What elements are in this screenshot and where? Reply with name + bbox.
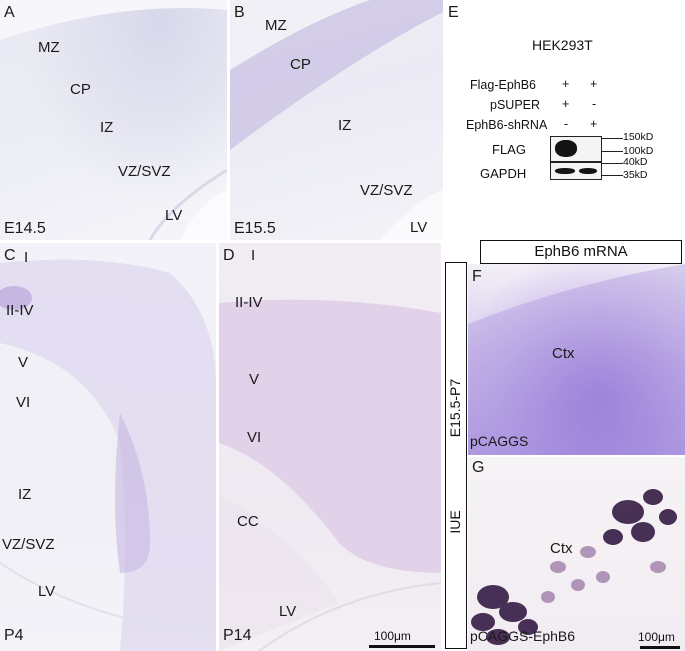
marker-35-line	[601, 175, 623, 176]
marker-150-line	[601, 138, 623, 139]
panel-b-mz-label: MZ	[265, 17, 287, 34]
panel-f-letter: F	[472, 268, 482, 285]
panel-a-mz-label: MZ	[38, 39, 60, 56]
side-label-iue: IUE	[447, 510, 463, 534]
side-label-box	[445, 262, 467, 649]
panel-b-vz-label: VZ/SVZ	[360, 182, 413, 199]
panel-c: C I II-IV V VI IZ VZ/SVZ LV P4	[0, 243, 216, 651]
ephb6-mrna-header: EphB6 mRNA	[480, 240, 682, 264]
row-ephb6-shrna-lane2: +	[590, 117, 598, 131]
marker-40-line	[601, 163, 623, 164]
marker-40kd: 40kD	[623, 156, 648, 168]
panel-g-scalebar	[640, 646, 680, 649]
gapdh-band-lane1	[555, 168, 575, 174]
panel-a-vz-label: VZ/SVZ	[118, 163, 171, 180]
panel-f: F Ctx pCAGGS	[468, 264, 685, 455]
row-ephb6-shrna-lane1: -	[564, 117, 569, 131]
panel-f-condition: pCAGGS	[470, 433, 529, 449]
panel-a-cp-label: CP	[70, 81, 91, 98]
panel-c-tissue	[0, 259, 216, 651]
panel-c-letter: C	[4, 247, 16, 264]
row-flag-ephb6-lane2: +	[590, 77, 598, 91]
panel-b: B MZ CP IZ VZ/SVZ LV E15.5	[230, 0, 443, 240]
panel-g: G Ctx pCAGGS-EphB6 100μm	[468, 457, 685, 651]
panel-b-tissue	[230, 0, 443, 240]
marker-100kd: 100kD	[623, 145, 654, 157]
panel-d-scalebar	[369, 645, 435, 648]
row-flag-ephb6-lane1: +	[562, 77, 570, 91]
panel-c-vz-label: VZ/SVZ	[2, 536, 55, 553]
panel-d-stage: P14	[223, 627, 252, 644]
panel-d: D I II-IV V VI CC LV P14 100μm	[219, 243, 441, 651]
panel-f-cells	[468, 264, 685, 455]
row-label-ephb6-shrna: EphB6-shRNA	[466, 118, 548, 132]
panel-d-scale-text: 100μm	[374, 629, 411, 643]
flag-band-lane1	[555, 140, 577, 157]
panel-g-letter: G	[472, 459, 485, 476]
panel-c-iz-label: IZ	[18, 486, 32, 503]
row-psuper-lane2: -	[592, 97, 597, 111]
marker-100-line	[601, 151, 623, 152]
panel-b-stage: E15.5	[234, 220, 276, 237]
panel-a: A MZ CP IZ VZ/SVZ LV E14.5	[0, 0, 227, 240]
panel-d-letter: D	[223, 247, 235, 264]
gapdh-blot	[550, 162, 602, 180]
panel-d-lv-label: LV	[279, 603, 297, 620]
panel-d-layer-vi: VI	[247, 429, 262, 446]
panel-d-layer-ii-iv: II-IV	[235, 294, 263, 311]
panel-c-layer-v: V	[18, 354, 29, 371]
side-label-e155-p7: E15.5-P7	[447, 378, 463, 438]
panel-g-cells	[471, 489, 677, 645]
panel-d-tissue	[219, 299, 441, 651]
panel-e-letter: E	[448, 4, 459, 21]
panel-c-lv-label: LV	[38, 583, 56, 600]
panel-c-layer-ii-iv: II-IV	[6, 302, 34, 319]
panel-g-ctx-label: Ctx	[550, 540, 573, 557]
panel-a-iz-label: IZ	[100, 119, 114, 136]
panel-d-cc-label: CC	[237, 513, 259, 530]
panel-b-letter: B	[234, 4, 245, 21]
panel-c-stage: P4	[4, 627, 24, 644]
marker-35kd: 35kD	[623, 169, 648, 181]
panel-g-scale-text: 100μm	[638, 630, 675, 644]
panel-d-layer-v: V	[249, 371, 260, 388]
blot-label-flag: FLAG	[492, 142, 526, 157]
panel-g-condition: pCAGGS-EphB6	[470, 628, 576, 644]
panel-d-layer-i: I	[251, 247, 256, 264]
panel-b-lv-label: LV	[410, 219, 428, 236]
panel-c-layer-i: I	[24, 249, 29, 266]
panel-a-lv-label: LV	[165, 207, 183, 224]
panel-a-stage: E14.5	[4, 220, 46, 237]
panel-f-ctx-label: Ctx	[552, 345, 575, 362]
panel-b-iz-label: IZ	[338, 117, 352, 134]
gapdh-band-lane2	[579, 168, 597, 174]
flag-blot	[550, 136, 602, 162]
cell-line-label: HEK293T	[532, 37, 593, 53]
panel-b-cp-label: CP	[290, 56, 311, 73]
row-label-psuper: pSUPER	[490, 98, 541, 112]
blot-label-gapdh: GAPDH	[480, 166, 527, 181]
panel-e: E HEK293T Flag-EphB6 + + pSUPER + - EphB…	[446, 0, 685, 240]
row-label-flag-ephb6: Flag-EphB6	[470, 78, 537, 92]
marker-150kd: 150kD	[623, 131, 654, 143]
panel-a-letter: A	[4, 4, 15, 21]
row-psuper-lane1: +	[562, 97, 570, 111]
panel-a-tissue	[0, 0, 227, 240]
panel-c-layer-vi: VI	[16, 394, 31, 411]
